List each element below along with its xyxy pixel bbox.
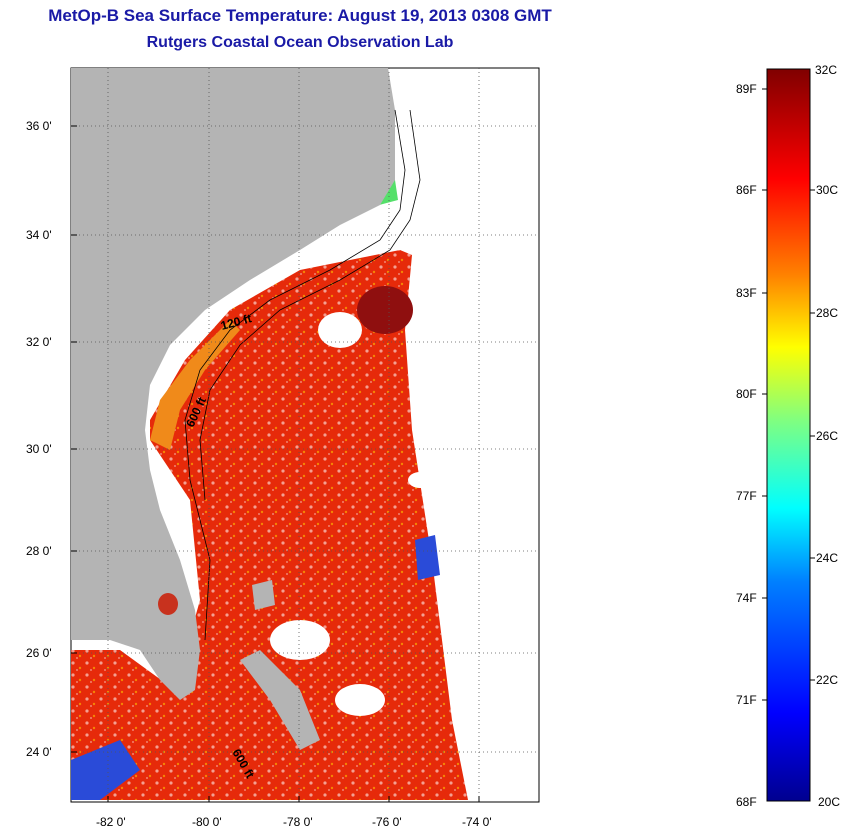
- lat-tick-label: 30 0': [26, 442, 52, 456]
- lon-tick-label: -82 0': [96, 815, 126, 829]
- lat-tick-label: 36 0': [26, 119, 52, 133]
- lat-tick-label: 34 0': [26, 228, 52, 242]
- map-title: MetOp-B Sea Surface Temperature: August …: [48, 6, 552, 25]
- lat-tick-label: 24 0': [26, 745, 52, 759]
- frame-ticks: [71, 125, 480, 802]
- colorbar-c-label: 24C: [816, 551, 838, 565]
- cloud-hole: [270, 620, 330, 660]
- lon-tick-label: -78 0': [283, 815, 313, 829]
- lat-tick-label: 32 0': [26, 335, 52, 349]
- cloud-hole: [408, 472, 432, 488]
- lat-tick-label: 28 0': [26, 544, 52, 558]
- colorbar-ticks: [762, 88, 815, 701]
- map-subtitle: Rutgers Coastal Ocean Observation Lab: [146, 34, 454, 51]
- bahamas-island: [240, 650, 320, 750]
- lon-tick-label: -76 0': [372, 815, 402, 829]
- cloud-hole: [318, 312, 362, 348]
- colorbar-c-label: 32C: [815, 63, 837, 77]
- bahamas-island: [252, 580, 275, 610]
- land-us-southeast: [71, 68, 395, 700]
- colorbar-f-label: 83F: [736, 286, 757, 300]
- colorbar-c-label: 26C: [816, 429, 838, 443]
- lon-tick-label: -80 0': [192, 815, 222, 829]
- colorbar-f-label: 89F: [736, 82, 757, 96]
- cold-patch: [415, 535, 440, 580]
- colorbar-c-label: 30C: [816, 183, 838, 197]
- lake-okeechobee: [158, 593, 178, 615]
- colorbar-f-label: 74F: [736, 591, 757, 605]
- warm-eddy: [357, 286, 413, 334]
- lon-tick-label: -74 0': [462, 815, 492, 829]
- bathymetry-contour: [184, 109, 406, 641]
- colorbar-f-label: 80F: [736, 387, 757, 401]
- colorbar-f-label: 86F: [736, 183, 757, 197]
- colorbar-f-label: 68F: [736, 795, 757, 809]
- colorbar-c-label: 28C: [816, 306, 838, 320]
- cloud-hole: [335, 684, 385, 716]
- colorbar-c-label: 22C: [816, 673, 838, 687]
- colorbar: [766, 68, 811, 802]
- colorbar-f-label: 77F: [736, 489, 757, 503]
- nearshore-band: [150, 320, 240, 450]
- bathymetry-contour: [199, 109, 421, 501]
- cold-patch: [71, 740, 140, 800]
- lat-tick-label: 26 0': [26, 646, 52, 660]
- colorbar-f-label: 71F: [736, 693, 757, 707]
- colorbar-c-label: 20C: [818, 795, 840, 809]
